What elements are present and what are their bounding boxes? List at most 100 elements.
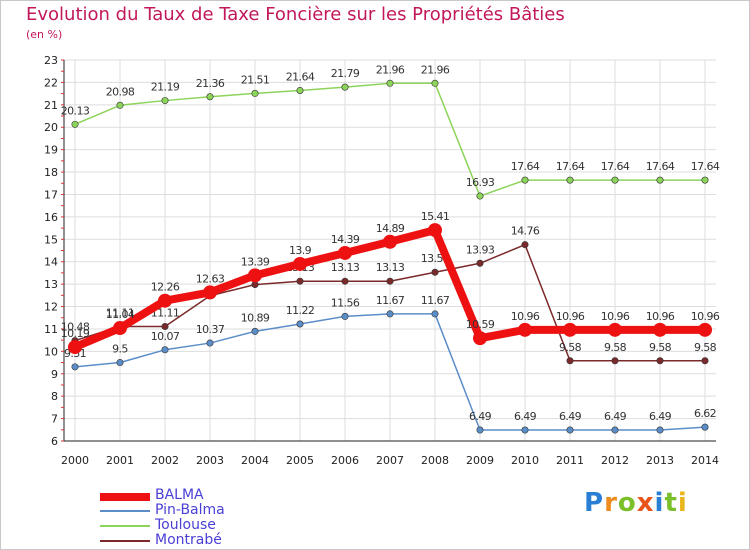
data-label-toulouse: 17.64 [646,160,675,173]
data-point-toulouse [251,89,259,97]
data-label-balma: 12.26 [151,281,180,294]
data-label-balma: 10.59 [466,318,495,331]
data-point-toulouse [116,101,124,109]
data-point-pin-balma [161,346,169,354]
data-point-balma [248,268,262,283]
data-point-toulouse [386,79,394,87]
data-point-montrab- [476,259,484,267]
legend-label-toulouse: Toulouse [155,517,216,533]
data-label-balma: 10.96 [601,310,630,323]
x-tick-label: 2011 [556,454,584,467]
data-point-toulouse [521,176,529,184]
x-tick-label: 2003 [196,454,224,467]
data-label-montrab-: 9.58 [694,341,717,354]
data-label-toulouse: 21.79 [331,67,360,80]
data-label-montrab-: 10.48 [61,321,90,334]
logo-letter-i2: i [677,488,688,518]
data-label-pin-balma: 11.56 [331,296,360,309]
data-label-toulouse: 21.19 [151,81,180,94]
x-tick-label: 2012 [601,454,629,467]
data-label-toulouse: 21.64 [286,70,315,83]
y-tick-label: 22 [44,76,58,89]
data-label-toulouse: 21.36 [196,77,225,90]
data-label-pin-balma: 6.62 [694,407,716,420]
y-tick-label: 10 [44,345,58,358]
x-tick-label: 2008 [421,454,449,467]
data-label-balma: 10.96 [556,310,585,323]
data-point-toulouse [611,176,619,184]
data-label-pin-balma: 6.49 [649,410,672,423]
data-label-toulouse: 20.98 [106,85,135,98]
x-tick-label: 2009 [466,454,494,467]
data-label-montrab-: 9.58 [559,341,582,354]
data-point-balma [653,322,667,337]
data-label-balma: 11.04 [106,308,135,321]
y-tick-label: 19 [44,144,58,157]
data-point-pin-balma [71,363,79,371]
data-point-pin-balma [476,426,484,434]
data-point-balma [473,331,487,346]
data-point-toulouse [71,120,79,128]
data-point-pin-balma [251,327,259,335]
y-tick-label: 6 [51,435,58,448]
y-tick-label: 9 [51,368,58,381]
data-label-balma: 10.96 [511,310,540,323]
data-label-toulouse: 17.64 [556,160,585,173]
data-label-montrab-: 9.58 [604,341,627,354]
y-tick-label: 14 [44,256,58,269]
data-point-montrab- [431,268,439,276]
data-label-toulouse: 17.64 [691,160,720,173]
data-point-balma [158,293,172,308]
y-tick-label: 16 [44,211,58,224]
data-label-toulouse: 20.13 [61,104,90,117]
data-label-balma: 13.39 [241,255,270,268]
data-point-balma [293,256,307,271]
data-point-toulouse [296,86,304,94]
data-label-balma: 10.96 [691,310,720,323]
x-tick-label: 2007 [376,454,404,467]
data-point-balma [113,321,127,336]
data-point-toulouse [431,79,439,87]
data-label-pin-balma: 10.37 [196,323,225,336]
data-point-toulouse [566,176,574,184]
data-label-pin-balma: 9.5 [112,343,128,356]
data-label-balma: 13.9 [289,244,312,257]
data-label-toulouse: 21.51 [241,73,270,86]
data-point-balma [563,322,577,337]
data-point-pin-balma [206,339,214,347]
data-label-toulouse: 21.96 [421,63,450,76]
data-point-montrab- [341,277,349,285]
data-label-pin-balma: 10.07 [151,330,180,343]
data-point-pin-balma [296,320,304,328]
y-tick-label: 12 [44,301,58,314]
data-point-montrab- [566,357,574,365]
data-label-balma: 15.41 [421,210,450,223]
chart-subtitle: (en %) [26,28,63,41]
data-point-montrab- [656,357,664,365]
y-tick-label: 7 [51,413,58,426]
data-label-balma: 10.19 [61,327,90,340]
chart-title: Evolution du Taux de Taxe Foncière sur l… [26,4,565,25]
x-tick-label: 2014 [691,454,719,467]
data-label-pin-balma: 6.49 [604,410,627,423]
data-point-balma [338,245,352,260]
data-point-pin-balma [116,359,124,367]
x-tick-label: 2006 [331,454,359,467]
data-point-pin-balma [656,426,664,434]
data-point-pin-balma [611,426,619,434]
y-tick-label: 13 [44,278,58,291]
data-label-toulouse: 16.93 [466,176,495,189]
data-label-pin-balma: 10.89 [241,311,270,324]
logo-letter-x: x [636,488,655,518]
data-point-montrab- [161,322,169,330]
logo-letter-o: o [617,488,637,518]
data-label-pin-balma: 6.49 [469,410,492,423]
data-label-montrab-: 11.11 [151,306,180,319]
legend-label-balma: BALMA [155,487,204,503]
y-tick-label: 18 [44,166,58,179]
data-point-toulouse [701,176,709,184]
data-point-balma [383,234,397,249]
logo-letter-p: P [584,488,605,518]
data-point-toulouse [476,192,484,200]
data-point-montrab- [611,357,619,365]
